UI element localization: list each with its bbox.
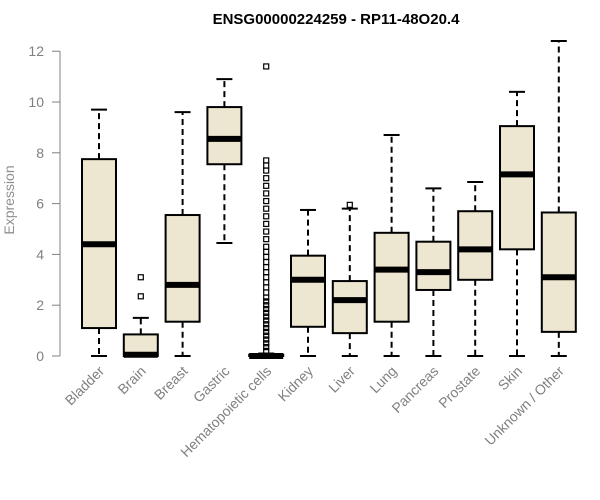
outlier-point [263, 228, 270, 235]
x-tick-label-lung: Lung [366, 363, 399, 396]
outlier-point [263, 274, 270, 281]
y-axis-label: Expression [1, 165, 17, 234]
box-unknown-other [540, 40, 577, 357]
box-prostate [457, 181, 494, 357]
outlier-point [263, 279, 270, 286]
outlier-point [137, 293, 144, 300]
outlier-point [263, 220, 270, 228]
y-tick-label: 6 [36, 196, 44, 212]
outlier-point [263, 264, 270, 271]
outlier-point [263, 332, 270, 339]
outlier-point [263, 243, 270, 250]
outlier-point [263, 205, 270, 212]
outlier-point [263, 289, 270, 296]
outlier-point [263, 213, 270, 220]
box-gastric [206, 78, 243, 244]
box-iqr [206, 106, 243, 166]
outlier-point [346, 201, 353, 208]
box-bladder [81, 108, 117, 357]
outlier-point [263, 302, 270, 309]
y-tick-label: 10 [28, 94, 44, 110]
box-iqr [457, 210, 494, 281]
outlier-point [263, 162, 270, 169]
box-iqr [499, 125, 535, 251]
outlier-point [263, 253, 270, 261]
x-tick-label-unknown-other: Unknown / Other [481, 363, 567, 449]
outlier-point [263, 309, 270, 316]
box-iqr [540, 211, 577, 333]
x-tick-label-kidney: Kidney [275, 363, 317, 405]
outlier-point [263, 328, 270, 335]
outlier-point [263, 258, 270, 266]
box-pancreas [415, 187, 452, 357]
x-tick-label-brain: Brain [114, 363, 148, 397]
outlier-point [263, 248, 270, 255]
outlier-point [263, 63, 270, 70]
outlier-point [263, 197, 270, 205]
outlier-point [263, 305, 270, 313]
box-liver [331, 201, 368, 357]
box-kidney [290, 208, 326, 357]
box-hematopoietic-cells [248, 63, 285, 359]
x-tick-label-bladder: Bladder [62, 363, 108, 409]
outlier-point [263, 284, 270, 291]
box-iqr [415, 240, 452, 291]
outlier-point [263, 347, 270, 355]
box-iqr [373, 231, 410, 323]
y-axis: 0 2 4 6 8 10 12 [28, 43, 61, 364]
outlier-point [137, 274, 144, 281]
y-tick-label: 0 [36, 348, 44, 364]
chart-title: ENSG00000224259 - RP11-48O20.4 [213, 11, 460, 28]
x-tick-label-prostate: Prostate [435, 363, 483, 411]
y-tick-label: 12 [28, 43, 44, 59]
box-iqr [331, 280, 368, 335]
box-brain [122, 274, 159, 358]
box-iqr [164, 214, 201, 323]
outlier-point [263, 321, 270, 328]
outlier-point [263, 324, 270, 332]
box-lung [373, 134, 410, 357]
y-tick-label: 4 [36, 246, 44, 262]
outlier-point [263, 182, 270, 189]
outlier-point [263, 236, 270, 243]
plot-area [81, 40, 577, 359]
outlier-point [263, 298, 270, 305]
outlier-point [263, 269, 270, 276]
outlier-point [263, 175, 270, 182]
box-skin [499, 90, 535, 357]
x-tick-label-breast: Breast [151, 363, 191, 403]
y-tick-label: 2 [36, 297, 44, 313]
outlier-point [263, 336, 270, 343]
x-tick-label-skin: Skin [495, 363, 526, 394]
y-tick-label: 8 [36, 145, 44, 161]
outlier-point [263, 344, 270, 351]
outlier-point [263, 313, 270, 320]
box-iqr [290, 254, 326, 328]
outlier-point [263, 157, 270, 164]
outlier-point [263, 190, 270, 197]
outlier-point [263, 167, 270, 174]
x-tick-label-liver: Liver [325, 363, 358, 396]
outlier-point [263, 340, 270, 347]
outlier-point [263, 317, 270, 324]
box-breast [164, 111, 201, 357]
